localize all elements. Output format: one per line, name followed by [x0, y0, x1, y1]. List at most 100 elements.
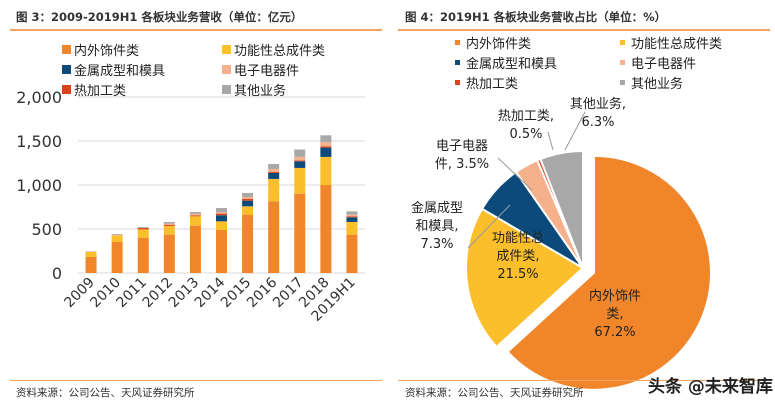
label-line: 热加工类,	[498, 109, 554, 124]
legend-swatch	[455, 80, 460, 85]
bar-segment	[242, 206, 254, 215]
bar-segment	[346, 221, 358, 235]
label-line: 7.3%	[420, 237, 453, 252]
bar-segment	[268, 163, 280, 169]
bar-segment	[320, 146, 332, 148]
pie-chart-title: 图 4：2019H1 各板块业务营收占比（单位：%）	[405, 10, 667, 24]
legend-item: 热加工类	[455, 73, 518, 92]
legend-item: 内外饰件类	[62, 40, 139, 59]
legend-item: 功能性总成件类	[620, 33, 722, 52]
bar-segment	[268, 178, 280, 202]
bar-segment	[163, 221, 175, 224]
bar-chart-title: 图 3：2009-2019H1 各板块业务营收（单位：亿元）	[16, 10, 303, 24]
bar-segment	[294, 193, 306, 273]
legend-swatch	[222, 65, 231, 74]
bar-segment	[346, 234, 358, 273]
bar-segment	[163, 223, 175, 226]
pie-data-label: 内外饰件类, 67.2%	[589, 288, 641, 340]
bar-segment	[189, 225, 201, 273]
bar-segment	[294, 167, 306, 194]
bar-segment	[189, 216, 201, 226]
legend-label: 热加工类	[466, 77, 519, 92]
bar-segment	[268, 168, 280, 172]
bar-segment	[346, 211, 358, 215]
bar-segment	[85, 251, 97, 257]
bar-segment	[320, 156, 332, 185]
bar-segment	[242, 198, 254, 201]
label-line: 内外饰件	[589, 288, 641, 304]
bar-segment	[137, 228, 149, 230]
label-line: 和模具,	[415, 219, 458, 234]
bar-segment	[268, 201, 280, 273]
watermark: 头条 @未来智库	[648, 377, 773, 397]
bar-segment	[294, 161, 306, 168]
bar-segment	[294, 160, 306, 162]
legend-label: 其他业务	[631, 77, 684, 92]
bar-segment	[242, 192, 254, 197]
legend-item: 金属成型和模具	[62, 60, 165, 79]
label-line: 类,	[606, 307, 623, 322]
legend-swatch	[455, 40, 460, 45]
bar-segment	[320, 135, 332, 143]
legend-label: 电子电器件	[631, 57, 697, 72]
bar-segment	[189, 215, 201, 217]
y-tick-label: 500	[31, 220, 62, 239]
legend-item: 热加工类	[62, 80, 126, 99]
bar-segment	[242, 200, 254, 207]
legend-swatch	[620, 40, 625, 45]
bar-segment	[137, 226, 149, 228]
y-tick-label: 1,500	[16, 132, 62, 151]
bar-segment	[163, 225, 175, 227]
bar-segment	[242, 196, 254, 199]
pie-slice	[506, 154, 712, 391]
legend-swatch	[62, 65, 71, 74]
bar-segment	[189, 213, 201, 216]
bar-segment	[216, 215, 227, 222]
pie-data-label: 功能性总成件类, 21.5%	[492, 231, 544, 282]
label-line: 其他业务,	[570, 96, 626, 112]
bar-segment	[294, 156, 306, 161]
bar-segment	[294, 149, 306, 157]
legend-label: 金属成型和模具	[466, 57, 558, 72]
bar-segment	[163, 226, 175, 235]
legend-label: 内外饰件类	[466, 37, 532, 52]
label-line: 件, 3.5%	[435, 157, 489, 172]
pie-data-label: 其他业务, 6.3%	[570, 96, 626, 130]
bar-segment	[216, 221, 227, 230]
legend-label: 电子电器件	[234, 64, 300, 79]
source-note: 资料来源：公司公告、天风证券研究所	[16, 387, 195, 399]
bar-segment	[320, 147, 332, 157]
bar-segment	[137, 229, 149, 238]
bar-segment	[346, 217, 358, 222]
legend-swatch	[620, 60, 625, 65]
pie-slice	[465, 207, 585, 349]
legend-label: 内外饰件类	[74, 44, 140, 59]
title-rule	[398, 29, 770, 31]
label-line: 电子电器	[436, 139, 488, 154]
divider	[398, 380, 770, 381]
leader-line	[467, 204, 511, 249]
bar-segment	[163, 234, 175, 273]
bar-segment	[189, 212, 201, 214]
legend-item: 其他业务	[222, 80, 286, 99]
legend-item: 其他业务	[620, 73, 683, 92]
legend-item: 内外饰件类	[455, 33, 531, 52]
legend-swatch	[62, 45, 71, 54]
label-line: 21.5%	[497, 267, 538, 282]
divider	[10, 380, 382, 381]
legend-swatch	[455, 60, 460, 65]
bar-segment	[242, 214, 254, 273]
legend-item: 电子电器件	[620, 53, 696, 72]
bar-segment	[216, 213, 227, 216]
leader-line	[564, 111, 586, 151]
legend-label: 热加工类	[74, 84, 127, 99]
y-tick-label: 0	[52, 264, 62, 283]
leader-line	[497, 157, 533, 191]
y-tick-label: 2,000	[16, 88, 62, 107]
bar-segment	[346, 214, 358, 217]
legend-label: 功能性总成件类	[631, 37, 723, 52]
bar-segment	[216, 212, 227, 214]
label-line: 功能性总	[492, 231, 544, 246]
bar-segment	[111, 234, 123, 236]
